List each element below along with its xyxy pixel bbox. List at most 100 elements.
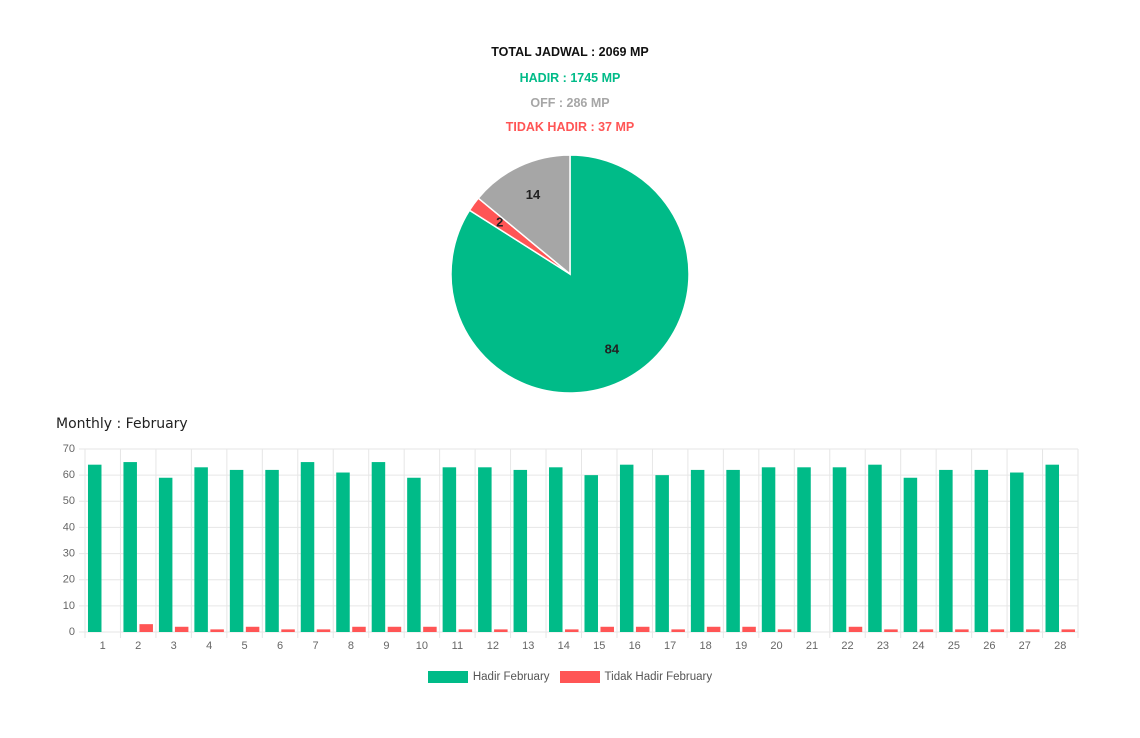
bar-hadir[interactable] [584, 475, 598, 632]
legend-item-tidak-hadir[interactable]: Tidak Hadir February [559, 671, 713, 683]
x-tick-label: 21 [806, 640, 818, 652]
attendance-pie-chart: 84 2 14 [450, 154, 690, 394]
x-tick-label: 14 [558, 640, 570, 652]
bar-hadir[interactable] [229, 469, 244, 632]
y-tick-label: 60 [63, 469, 75, 481]
bar-tidak-hadir[interactable] [565, 629, 579, 632]
bar-tidak-hadir[interactable] [281, 629, 295, 632]
bar-hadir[interactable] [265, 469, 279, 632]
x-tick-label: 13 [522, 640, 534, 652]
bar-chart-legend: Hadir February Tidak Hadir February [0, 671, 1140, 683]
bar-hadir[interactable] [903, 477, 918, 632]
bar-hadir[interactable] [549, 467, 563, 632]
bar-hadir[interactable] [832, 467, 847, 632]
x-tick-label: 18 [700, 640, 712, 652]
bar-hadir[interactable] [513, 469, 528, 632]
bar-tidak-hadir[interactable] [1061, 629, 1076, 632]
bar-tidak-hadir[interactable] [458, 629, 473, 632]
x-tick-label: 8 [348, 640, 354, 652]
bar-tidak-hadir[interactable] [671, 629, 685, 632]
bar-hadir[interactable] [158, 477, 173, 632]
bar-hadir[interactable] [619, 464, 634, 632]
bar-tidak-hadir[interactable] [1026, 629, 1040, 632]
bar-hadir[interactable] [300, 462, 315, 632]
x-tick-label: 1 [100, 640, 106, 652]
total-jadwal-label: TOTAL JADWAL : 2069 MP [491, 45, 649, 59]
x-tick-label: 16 [629, 640, 641, 652]
bar-hadir[interactable] [336, 472, 350, 632]
legend-swatch-hadir [427, 671, 468, 683]
x-tick-label: 26 [983, 640, 995, 652]
bar-hadir[interactable] [690, 469, 705, 632]
y-tick-label: 20 [63, 574, 75, 586]
x-tick-label: 4 [206, 640, 212, 652]
bar-hadir[interactable] [974, 469, 989, 632]
bar-tidak-hadir[interactable] [210, 629, 224, 632]
x-tick-label: 2 [135, 640, 141, 652]
bar-hadir[interactable] [655, 475, 669, 632]
bar-tidak-hadir[interactable] [884, 629, 898, 632]
bar-hadir[interactable] [939, 469, 953, 632]
bar-hadir[interactable] [194, 467, 208, 632]
bar-hadir[interactable] [87, 464, 102, 632]
hadir-total-label: HADIR : 1745 MP [519, 71, 621, 85]
bar-tidak-hadir[interactable] [423, 626, 437, 632]
bar-hadir[interactable] [868, 464, 882, 632]
bar-tidak-hadir[interactable] [494, 629, 508, 632]
legend-swatch-tidak-hadir [559, 671, 600, 683]
x-tick-label: 7 [312, 640, 318, 652]
x-tick-label: 24 [912, 640, 924, 652]
x-tick-label: 19 [735, 640, 747, 652]
x-tick-label: 6 [277, 640, 283, 652]
monthly-chart-title: Monthly : February [56, 416, 188, 432]
bar-hadir[interactable] [407, 477, 421, 632]
x-tick-label: 5 [242, 640, 248, 652]
bar-hadir[interactable] [1045, 464, 1060, 632]
x-tick-label: 9 [383, 640, 389, 652]
legend-label-tidak-hadir: Tidak Hadir February [604, 671, 713, 683]
bar-hadir[interactable] [797, 467, 811, 632]
bar-hadir[interactable] [442, 467, 457, 632]
bar-tidak-hadir[interactable] [990, 629, 1005, 632]
bar-tidak-hadir[interactable] [387, 626, 402, 632]
bar-tidak-hadir[interactable] [316, 629, 331, 632]
pie-slice-off[interactable] [477, 154, 571, 276]
bar-hadir[interactable] [478, 467, 492, 632]
pie-label-tidak-hadir: 2 [496, 214, 503, 229]
bar-tidak-hadir[interactable] [742, 626, 756, 632]
x-tick-label: 17 [664, 640, 676, 652]
x-tick-label: 10 [416, 640, 428, 652]
x-tick-label: 11 [452, 640, 463, 652]
bar-tidak-hadir[interactable] [848, 626, 863, 632]
bar-hadir[interactable] [726, 469, 740, 632]
legend-item-hadir[interactable]: Hadir February [427, 671, 550, 683]
y-tick-label: 70 [63, 443, 75, 455]
x-tick-label: 12 [487, 640, 499, 652]
y-tick-label: 40 [63, 521, 75, 533]
bar-tidak-hadir[interactable] [777, 629, 792, 632]
x-tick-label: 27 [1019, 640, 1031, 652]
bar-tidak-hadir[interactable] [706, 626, 721, 632]
bar-tidak-hadir[interactable] [139, 624, 153, 632]
bar-tidak-hadir[interactable] [600, 626, 614, 632]
y-tick-label: 0 [69, 626, 75, 638]
bar-hadir[interactable] [1010, 472, 1024, 632]
bar-tidak-hadir[interactable] [635, 626, 650, 632]
bar-tidak-hadir[interactable] [174, 626, 189, 632]
pie-label-hadir: 84 [605, 342, 620, 357]
bar-tidak-hadir[interactable] [245, 626, 260, 632]
x-tick-label: 25 [948, 640, 960, 652]
bar-tidak-hadir[interactable] [919, 629, 934, 632]
bar-tidak-hadir[interactable] [955, 629, 969, 632]
bar-hadir[interactable] [761, 467, 776, 632]
y-tick-label: 30 [63, 547, 75, 559]
bar-tidak-hadir[interactable] [352, 626, 366, 632]
tidak-hadir-total-label: TIDAK HADIR : 37 MP [505, 120, 635, 134]
bar-hadir[interactable] [371, 462, 386, 632]
x-tick-label: 3 [171, 640, 177, 652]
pie-label-off: 14 [526, 187, 541, 202]
y-tick-label: 10 [63, 600, 75, 612]
x-tick-label: 22 [841, 640, 853, 652]
bar-hadir[interactable] [123, 462, 137, 632]
